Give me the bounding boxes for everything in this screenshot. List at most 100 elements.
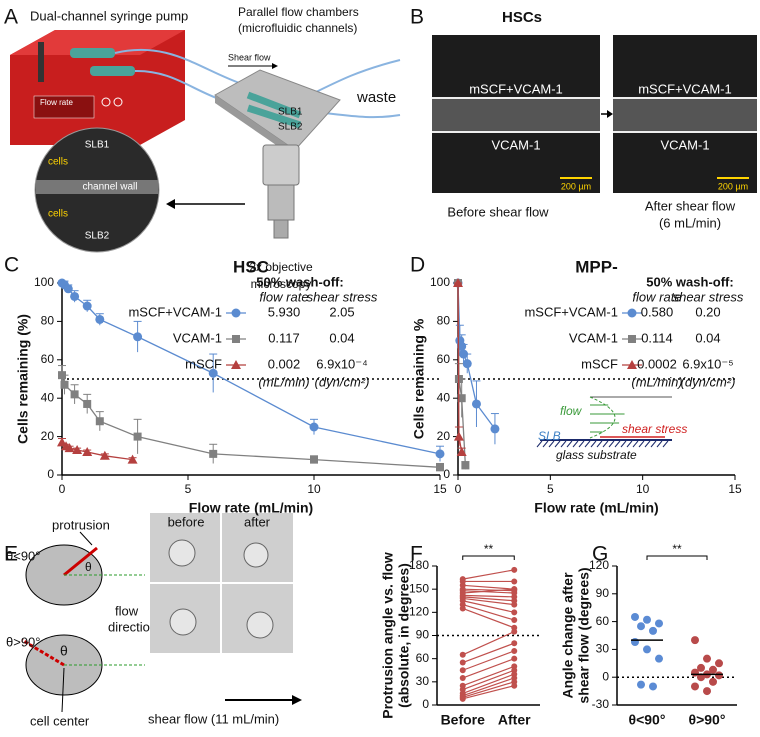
- channel-wall: [432, 98, 600, 132]
- point: [703, 654, 711, 663]
- point: [459, 651, 466, 658]
- point: [703, 687, 711, 696]
- point: [697, 663, 705, 672]
- label: θ<90°: [6, 548, 40, 563]
- point: [649, 682, 657, 691]
- marker: [232, 335, 240, 343]
- x-axis-label: Flow rate (mL/min): [534, 500, 658, 516]
- x-tick-label: 0: [59, 482, 66, 496]
- cell: [243, 542, 269, 568]
- marker: [70, 291, 80, 301]
- marker: [127, 454, 138, 464]
- series-line: [61, 374, 441, 468]
- pair-line: [462, 685, 515, 700]
- label: cell center: [30, 713, 90, 728]
- arrowhead: [607, 110, 613, 118]
- pair-line: [462, 597, 515, 606]
- inset-label: SLB: [538, 429, 561, 443]
- point: [511, 682, 518, 689]
- hatch: [554, 440, 561, 448]
- marker: [457, 394, 466, 403]
- legend-label: mSCF+VCAM-1: [524, 304, 618, 319]
- label: Flow rate: [40, 98, 73, 107]
- marker: [310, 455, 318, 464]
- point: [459, 659, 466, 666]
- y-tick-label: -30: [592, 697, 610, 711]
- label: shear flow (11 mL/min): [148, 711, 279, 726]
- label: 2x objective: [249, 260, 313, 274]
- label: protrusion: [52, 517, 110, 532]
- label: after: [244, 514, 271, 529]
- point: [637, 680, 645, 689]
- x-tick-label: 10: [307, 482, 321, 496]
- label: 200 µm: [561, 181, 591, 191]
- marker: [209, 449, 218, 458]
- table-heading: 50% wash-off:: [646, 274, 733, 289]
- y-tick-label: 0: [47, 467, 54, 481]
- y-tick-label: 30: [416, 674, 430, 688]
- point: [715, 671, 723, 680]
- x-tick-label: θ>90°: [689, 712, 726, 728]
- marker: [628, 335, 636, 343]
- x-tick-label: 15: [433, 482, 447, 496]
- title: HSCs: [502, 9, 542, 26]
- chip-side: [215, 95, 295, 158]
- label: SLB2: [85, 231, 110, 242]
- hatch: [602, 440, 609, 448]
- y-tick-label: 20: [437, 429, 451, 443]
- point: [649, 626, 657, 635]
- point: [511, 655, 518, 662]
- label: SLB1: [85, 140, 110, 151]
- y-tick-label: 20: [41, 429, 55, 443]
- hatch: [566, 440, 573, 448]
- hatch: [590, 440, 597, 448]
- pair-line: [462, 569, 515, 580]
- hatch: [596, 440, 603, 448]
- y-tick-label: 90: [596, 586, 610, 600]
- syringe: [70, 48, 115, 58]
- y-axis-label: Angle change after: [560, 572, 576, 699]
- label: θ: [60, 643, 68, 659]
- significance-bracket: [646, 555, 708, 560]
- display: [33, 95, 95, 119]
- panel-a: Dual-channel syringe pump Flow rate Para…: [10, 5, 401, 291]
- label: direction: [108, 619, 157, 634]
- marker: [64, 443, 75, 453]
- y-tick-label: 120: [589, 558, 609, 572]
- marker: [82, 446, 93, 456]
- legend-label: mSCF: [581, 356, 618, 371]
- marker: [70, 390, 79, 399]
- hatch: [584, 440, 591, 448]
- legend-label: VCAM-1: [569, 330, 618, 345]
- hatch: [656, 440, 663, 448]
- label: cells: [48, 209, 68, 220]
- pair-line: [462, 584, 515, 590]
- table-cell: 0.0002: [637, 356, 677, 371]
- y-tick-label: 40: [41, 390, 55, 404]
- x-axis-label: Flow rate (mL/min): [189, 500, 313, 516]
- caption: Before shear flow: [447, 204, 549, 219]
- pointer: [61, 667, 65, 713]
- panel-label: C: [4, 254, 19, 277]
- protrusion: [21, 638, 65, 667]
- pair-line: [462, 607, 515, 629]
- hatch: [548, 440, 555, 448]
- marker: [471, 399, 481, 409]
- table-cell: 0.002: [268, 356, 301, 371]
- point: [511, 578, 518, 585]
- point: [631, 612, 639, 621]
- label: 200 µm: [718, 181, 748, 191]
- pair-line: [462, 590, 515, 594]
- significance-bracket: [462, 555, 515, 560]
- marker: [435, 449, 445, 459]
- legend-label: VCAM-1: [173, 330, 222, 345]
- y-tick-label: 80: [437, 314, 451, 328]
- table-column: shear stress: [673, 289, 744, 304]
- point: [697, 673, 705, 682]
- y-tick-label: 40: [437, 390, 451, 404]
- point: [709, 677, 717, 686]
- table-cell: 0.580: [641, 304, 674, 319]
- y-tick-label: 60: [596, 614, 610, 628]
- table-column: shear stress: [307, 289, 378, 304]
